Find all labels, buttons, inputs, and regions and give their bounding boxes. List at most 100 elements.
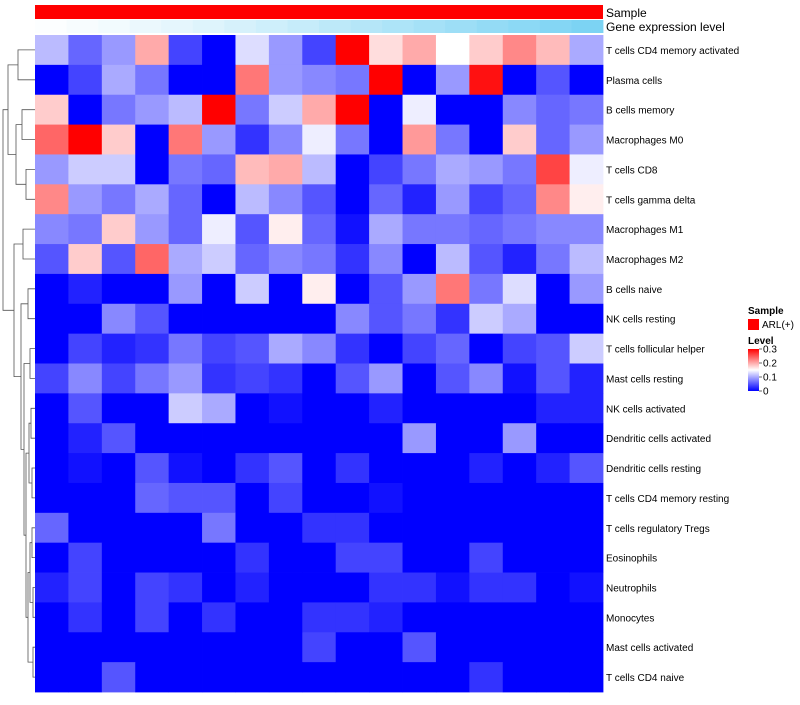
heatmap-cell bbox=[569, 303, 604, 335]
dendrogram-branch bbox=[28, 422, 32, 484]
heatmap-cell bbox=[135, 64, 170, 96]
heatmap-cell bbox=[335, 423, 370, 454]
gene-expression-cell bbox=[224, 20, 257, 33]
heatmap-cell bbox=[369, 453, 403, 484]
heatmap-cell bbox=[68, 124, 103, 155]
heatmap-cell bbox=[302, 393, 337, 424]
gene-expression-track-label: Gene expression level bbox=[606, 20, 725, 34]
heatmap-cell bbox=[536, 214, 570, 245]
heatmap-cell bbox=[536, 632, 570, 663]
legend-sample-swatch bbox=[748, 319, 759, 330]
heatmap-cell bbox=[68, 273, 103, 305]
gene-expression-cell bbox=[350, 20, 383, 33]
heatmap-cell bbox=[502, 154, 537, 185]
row-label: Mast cells resting bbox=[606, 374, 683, 385]
heatmap-cell bbox=[35, 94, 69, 125]
heatmap-cell bbox=[402, 662, 437, 693]
heatmap-cell bbox=[502, 632, 537, 663]
row-label: Plasma cells bbox=[606, 76, 662, 87]
heatmap-cell bbox=[402, 35, 437, 66]
heatmap-cell bbox=[469, 512, 504, 544]
row-label: Dendritic cells activated bbox=[606, 434, 711, 445]
heatmap-cell bbox=[536, 363, 570, 394]
heatmap-cell bbox=[335, 303, 370, 335]
heatmap-cell bbox=[369, 572, 403, 603]
heatmap-cell bbox=[335, 632, 370, 663]
heatmap-cell bbox=[435, 482, 470, 514]
heatmap-cell bbox=[569, 363, 604, 394]
heatmap-cell bbox=[369, 662, 403, 693]
heatmap-cell bbox=[569, 273, 604, 305]
heatmap-cell bbox=[435, 244, 470, 275]
heatmap-cell bbox=[369, 94, 403, 125]
heatmap-cell bbox=[101, 124, 136, 155]
heatmap-cell bbox=[35, 572, 69, 603]
heatmap-cell bbox=[268, 393, 303, 424]
heatmap-cell bbox=[469, 542, 504, 573]
heatmap-cell bbox=[168, 333, 203, 364]
gene-expression-cell bbox=[445, 20, 478, 33]
heatmap-cell bbox=[135, 124, 170, 155]
heatmap-cell bbox=[35, 184, 69, 215]
heatmap-cell bbox=[235, 64, 270, 96]
heatmap-cell bbox=[135, 303, 170, 335]
heatmap-cell bbox=[536, 423, 570, 454]
heatmap-cell bbox=[402, 214, 437, 245]
heatmap-cell bbox=[268, 453, 303, 484]
heatmap-cell bbox=[335, 124, 370, 155]
heatmap-cell bbox=[168, 602, 203, 633]
heatmap-cell bbox=[68, 363, 103, 394]
heatmap-cell bbox=[536, 572, 570, 603]
heatmap-cell bbox=[168, 453, 203, 484]
gene-expression-cell bbox=[476, 20, 509, 33]
heatmap-cell bbox=[435, 64, 470, 96]
heatmap-cell bbox=[268, 214, 303, 245]
heatmap-cell bbox=[235, 333, 270, 364]
gene-expression-cell bbox=[571, 20, 604, 33]
heatmap-cell bbox=[335, 542, 370, 573]
heatmap-cell bbox=[268, 333, 303, 364]
heatmap-cell bbox=[202, 662, 236, 693]
heatmap-cell bbox=[369, 333, 403, 364]
heatmap-cell bbox=[68, 393, 103, 424]
heatmap-cell bbox=[302, 333, 337, 364]
row-label: Neutrophils bbox=[606, 583, 657, 594]
legend-tick-label: 0 bbox=[763, 387, 769, 398]
heatmap-cell bbox=[569, 393, 604, 424]
heatmap-cell bbox=[302, 453, 337, 484]
row-label: Monocytes bbox=[606, 613, 654, 624]
row-label: Mast cells activated bbox=[606, 643, 693, 654]
heatmap-cell bbox=[335, 214, 370, 245]
heatmap-cell bbox=[302, 154, 337, 185]
heatmap-cell bbox=[202, 453, 236, 484]
row-label: Macrophages M2 bbox=[606, 255, 684, 266]
heatmap-cell bbox=[502, 184, 537, 215]
heatmap-cell bbox=[469, 184, 504, 215]
heatmap-cell bbox=[35, 363, 69, 394]
heatmap-cell bbox=[536, 602, 570, 633]
heatmap-cell bbox=[101, 542, 136, 573]
heatmap-cell bbox=[569, 632, 604, 663]
heatmap-cell bbox=[469, 602, 504, 633]
heatmap-cell bbox=[402, 184, 437, 215]
heatmap-cell bbox=[202, 154, 236, 185]
heatmap-cell bbox=[402, 572, 437, 603]
heatmap-cell bbox=[369, 244, 403, 275]
heatmap-cell bbox=[469, 423, 504, 454]
heatmap-cell bbox=[168, 303, 203, 335]
heatmap-cell bbox=[435, 512, 470, 544]
row-label: T cells CD4 naive bbox=[606, 673, 685, 684]
heatmap-cell bbox=[101, 184, 136, 215]
gene-expression-cell bbox=[539, 20, 572, 33]
heatmap-cell bbox=[135, 632, 170, 663]
heatmap-cell bbox=[235, 482, 270, 514]
heatmap-cell bbox=[101, 94, 136, 125]
heatmap-cell bbox=[35, 124, 69, 155]
dendrogram-branch bbox=[25, 169, 35, 200]
heatmap-cell bbox=[135, 572, 170, 603]
heatmap-cell bbox=[335, 154, 370, 185]
heatmap-cell bbox=[68, 542, 103, 573]
heatmap-cell bbox=[135, 154, 170, 185]
heatmap-cell bbox=[402, 303, 437, 335]
heatmap-cell bbox=[469, 64, 504, 96]
